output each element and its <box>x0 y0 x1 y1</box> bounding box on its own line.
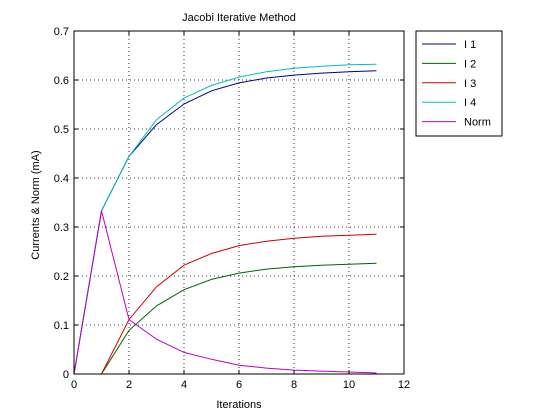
legend-label-i4: I 4 <box>464 97 476 109</box>
y-tick-label: 0.5 <box>54 124 69 136</box>
legend-label-norm: Norm <box>464 117 491 129</box>
legend-label-i2: I 2 <box>464 58 476 70</box>
plot-background <box>74 31 404 374</box>
y-tick-label: 0.4 <box>54 173 69 185</box>
y-tick-label: 0.1 <box>54 320 69 332</box>
y-tick-label: 0.3 <box>54 222 69 234</box>
x-tick-label: 2 <box>126 379 132 391</box>
axes-frame <box>73 30 405 375</box>
legend-box <box>415 30 503 137</box>
legend-label-i3: I 3 <box>464 78 476 90</box>
plot-area <box>74 31 404 374</box>
x-tick-label: 0 <box>71 379 77 391</box>
y-tick-label: 0.6 <box>54 75 69 87</box>
x-tick-label: 10 <box>343 379 355 391</box>
y-tick-label: 0.7 <box>54 26 69 38</box>
x-tick-label: 12 <box>398 379 410 391</box>
x-tick-label: 6 <box>236 379 242 391</box>
x-axis-label: Iterations <box>216 399 262 411</box>
x-tick-label: 4 <box>181 379 187 391</box>
series-line-i2 <box>74 262 377 375</box>
series-line-i4 <box>73 63 377 375</box>
series-group <box>73 63 377 375</box>
chart-title: Jacobi Iterative Method <box>182 12 296 24</box>
legend-label-i1: I 1 <box>464 39 476 51</box>
x-tick-labels: 0 2 4 6 8 10 12 <box>71 379 410 391</box>
legend: I 1 I 2 I 3 I 4 Norm <box>415 30 503 137</box>
series-line-norm <box>73 210 377 375</box>
y-tick-label: 0.2 <box>54 271 69 283</box>
series-line-i3 <box>74 233 377 375</box>
y-tick-labels: 0 0.1 0.2 0.3 0.4 0.5 0.6 0.7 <box>54 26 69 381</box>
x-tick-label: 8 <box>291 379 297 391</box>
y-tick-label: 0 <box>63 369 69 381</box>
y-axis-label: Currents & Norm (mA) <box>30 150 42 259</box>
axes <box>73 30 405 375</box>
